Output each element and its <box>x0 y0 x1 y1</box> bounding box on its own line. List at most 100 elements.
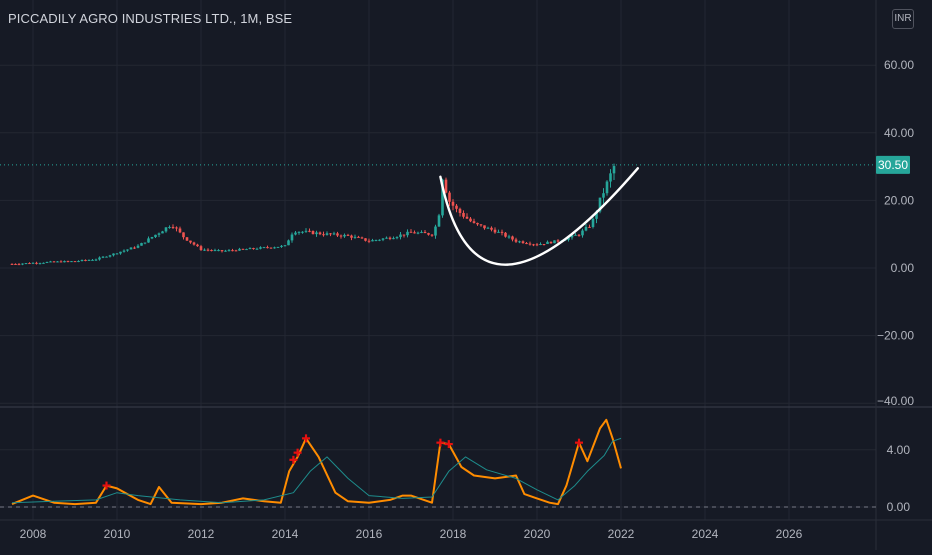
candle[interactable] <box>262 247 266 249</box>
candle[interactable] <box>199 246 203 251</box>
candle[interactable] <box>539 244 542 246</box>
signal-line[interactable] <box>11 437 622 504</box>
candle[interactable] <box>136 245 140 248</box>
candle[interactable] <box>35 262 38 264</box>
candle[interactable] <box>31 262 35 264</box>
candle[interactable] <box>122 250 126 252</box>
candle[interactable] <box>497 231 500 233</box>
candle[interactable] <box>269 247 273 249</box>
candle[interactable] <box>542 244 546 246</box>
candle[interactable] <box>420 231 423 233</box>
candle[interactable] <box>150 237 154 239</box>
candle[interactable] <box>441 179 444 216</box>
candle[interactable] <box>161 231 164 234</box>
candle[interactable] <box>455 205 458 209</box>
candle[interactable] <box>409 231 413 233</box>
candle[interactable] <box>350 235 353 238</box>
candle[interactable] <box>315 232 318 235</box>
candle[interactable] <box>213 250 217 252</box>
candle[interactable] <box>147 238 150 243</box>
candle[interactable] <box>378 239 381 241</box>
candle[interactable] <box>126 249 129 251</box>
candle[interactable] <box>105 256 108 258</box>
cup-curve-drawing[interactable] <box>439 167 639 266</box>
candle[interactable] <box>577 234 581 236</box>
candle[interactable] <box>360 237 364 239</box>
candle[interactable] <box>196 244 199 247</box>
candle[interactable] <box>374 239 378 241</box>
candle[interactable] <box>42 262 45 264</box>
candle[interactable] <box>451 201 455 206</box>
candle[interactable] <box>504 232 507 237</box>
candle[interactable] <box>143 242 147 244</box>
candle[interactable] <box>343 234 346 237</box>
candle[interactable] <box>322 234 325 236</box>
candle[interactable] <box>294 232 297 235</box>
candle[interactable] <box>318 232 322 235</box>
candle[interactable] <box>553 240 556 244</box>
candle[interactable] <box>241 248 245 250</box>
candle[interactable] <box>255 248 259 250</box>
candle[interactable] <box>588 226 591 228</box>
candle[interactable] <box>444 179 448 193</box>
candle[interactable] <box>45 262 49 264</box>
candle[interactable] <box>609 173 612 182</box>
candle[interactable] <box>399 234 402 238</box>
candle[interactable] <box>595 211 598 219</box>
candle[interactable] <box>273 247 276 249</box>
candle[interactable] <box>227 250 231 252</box>
candle[interactable] <box>311 231 315 235</box>
candle[interactable] <box>458 208 462 213</box>
candle[interactable] <box>70 261 73 263</box>
candle[interactable] <box>598 197 602 212</box>
candle[interactable] <box>175 227 178 229</box>
candle[interactable] <box>385 237 388 239</box>
candle[interactable] <box>84 259 87 261</box>
candle[interactable] <box>290 234 294 241</box>
candle[interactable] <box>164 227 168 232</box>
candle[interactable] <box>514 239 518 242</box>
candle[interactable] <box>427 233 430 235</box>
candle[interactable] <box>395 237 399 239</box>
candle[interactable] <box>602 193 605 198</box>
candle[interactable] <box>266 247 269 249</box>
candle[interactable] <box>203 249 206 251</box>
candle[interactable] <box>283 245 287 247</box>
candle[interactable] <box>66 261 70 263</box>
candle[interactable] <box>220 250 224 252</box>
candle[interactable] <box>546 241 549 245</box>
candle[interactable] <box>234 250 238 252</box>
candle[interactable] <box>112 253 115 256</box>
candle[interactable] <box>206 249 210 251</box>
candle[interactable] <box>574 234 577 236</box>
candle[interactable] <box>416 232 420 234</box>
candle[interactable] <box>63 261 66 263</box>
candle[interactable] <box>507 236 511 238</box>
candle[interactable] <box>532 244 535 246</box>
candle[interactable] <box>402 234 406 236</box>
candle[interactable] <box>381 238 385 240</box>
candle[interactable] <box>224 250 227 252</box>
candle[interactable] <box>483 225 486 229</box>
candle[interactable] <box>472 221 476 223</box>
candle[interactable] <box>549 241 553 244</box>
candle[interactable] <box>21 263 24 265</box>
candle[interactable] <box>185 237 189 241</box>
candle[interactable] <box>231 250 234 252</box>
candle[interactable] <box>59 261 63 263</box>
candle[interactable] <box>182 232 185 238</box>
candle[interactable] <box>10 263 14 265</box>
candle[interactable] <box>535 244 539 246</box>
candle[interactable] <box>77 261 80 263</box>
candle[interactable] <box>528 243 532 245</box>
candle[interactable] <box>119 251 122 254</box>
candle[interactable] <box>367 240 371 242</box>
candle[interactable] <box>567 237 570 240</box>
candle[interactable] <box>325 233 329 235</box>
candle[interactable] <box>91 259 94 261</box>
candle[interactable] <box>217 250 220 252</box>
candle[interactable] <box>28 263 31 265</box>
candle[interactable] <box>304 230 308 232</box>
candle[interactable] <box>94 259 98 261</box>
